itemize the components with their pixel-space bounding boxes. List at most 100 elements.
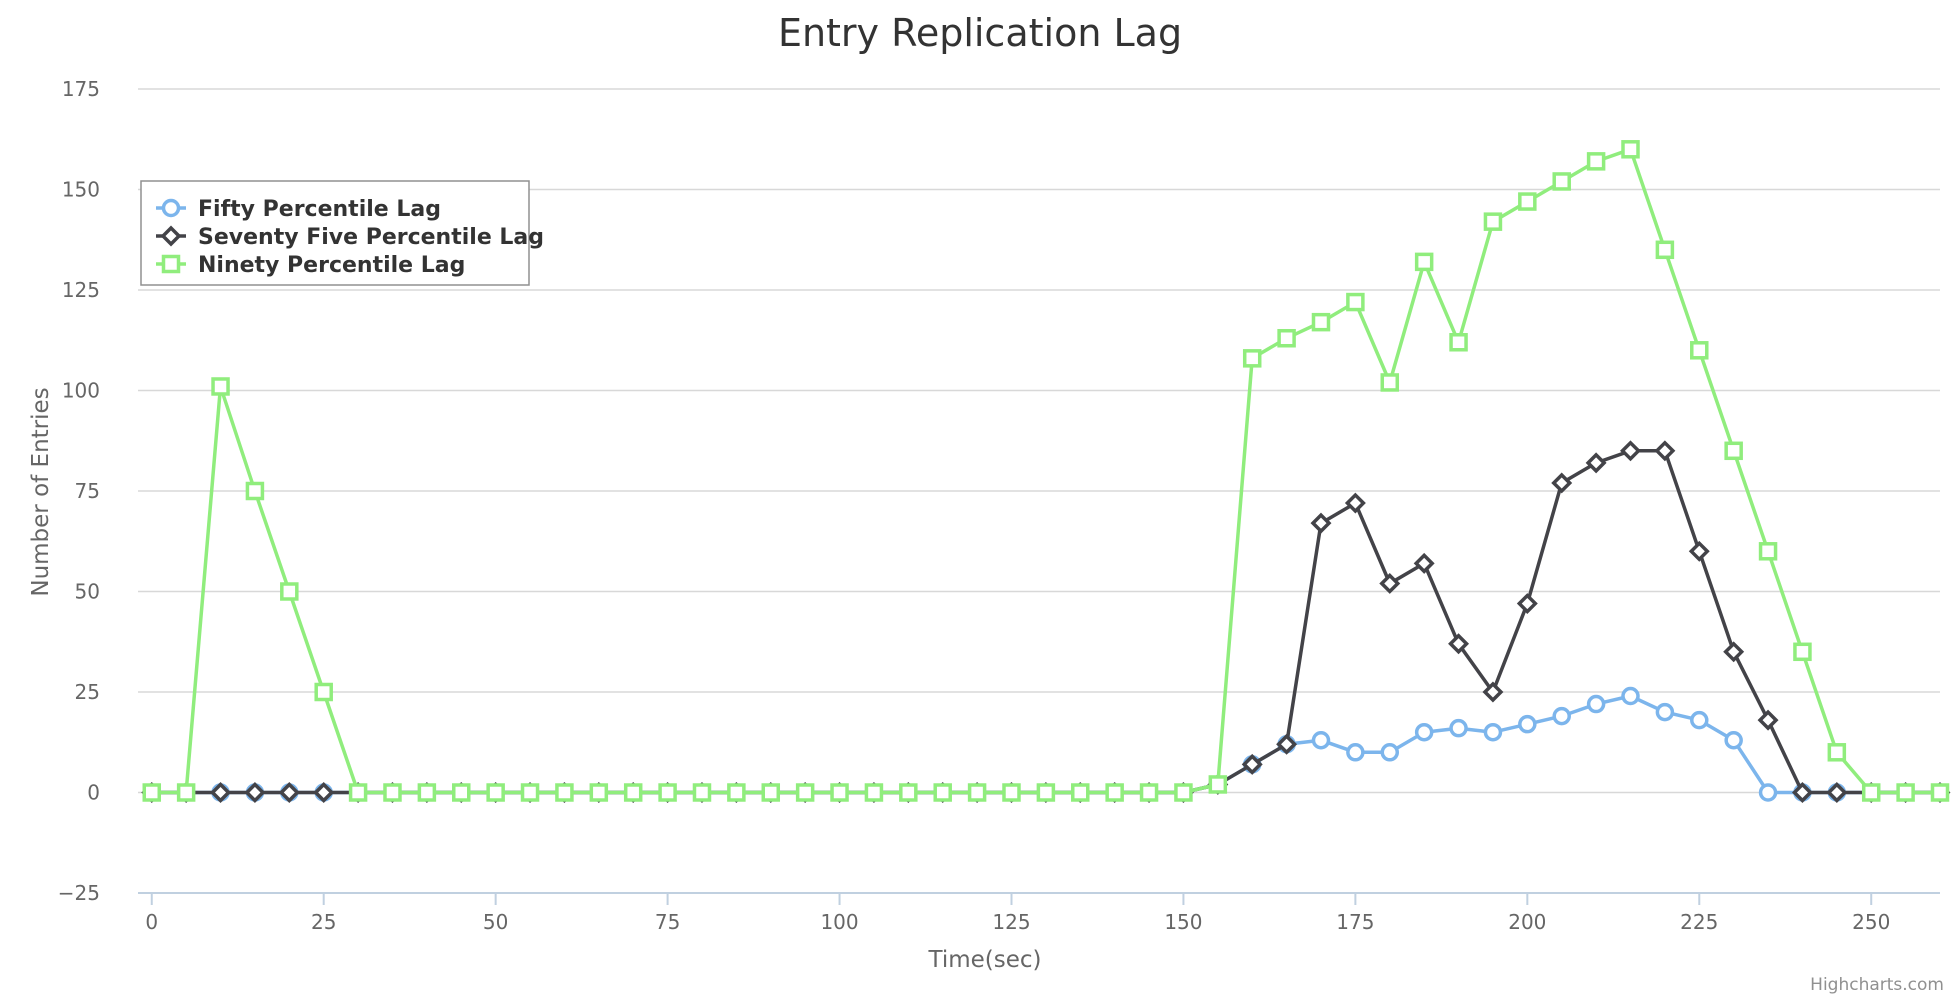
data-point-diamond[interactable] xyxy=(1276,733,1298,755)
data-point-legend-diamond[interactable] xyxy=(160,225,182,247)
data-point-square[interactable] xyxy=(692,783,712,802)
data-point-diamond[interactable] xyxy=(1482,681,1504,703)
data-point-square[interactable] xyxy=(1586,152,1606,171)
data-point-square[interactable] xyxy=(1483,212,1503,231)
data-point-square[interactable] xyxy=(1930,783,1950,802)
data-point-diamond[interactable] xyxy=(210,782,232,803)
data-point-diamond[interactable] xyxy=(1585,452,1607,474)
data-point-circle[interactable] xyxy=(1414,722,1434,742)
data-point-square[interactable] xyxy=(1655,240,1675,260)
data-point-square[interactable] xyxy=(1174,783,1193,802)
data-point-square[interactable] xyxy=(1827,743,1847,762)
data-point-square[interactable] xyxy=(1242,349,1262,368)
data-point-circle[interactable] xyxy=(1380,743,1400,762)
data-point-diamond[interactable] xyxy=(1516,593,1538,615)
data-point-square[interactable] xyxy=(1758,542,1778,561)
data-point-square[interactable] xyxy=(280,582,299,601)
data-point-square[interactable] xyxy=(1002,783,1021,802)
legend-item[interactable]: Seventy Five Percentile Lag xyxy=(156,225,544,250)
data-point-square[interactable] xyxy=(1449,333,1468,352)
data-point-square[interactable] xyxy=(211,377,230,396)
data-point-square[interactable] xyxy=(1105,783,1124,802)
data-point-diamond[interactable] xyxy=(1620,440,1641,462)
data-point-circle[interactable] xyxy=(1311,730,1331,750)
data-point-square[interactable] xyxy=(245,481,265,501)
data-point-diamond[interactable] xyxy=(278,782,300,803)
data-point-circle[interactable] xyxy=(1483,722,1503,742)
data-point-square[interactable] xyxy=(1793,642,1812,662)
data-point-diamond[interactable] xyxy=(1757,709,1779,731)
data-point-diamond[interactable] xyxy=(1448,633,1470,655)
legend-item[interactable]: Ninety Percentile Lag xyxy=(156,253,465,278)
data-point-square[interactable] xyxy=(452,783,471,802)
data-point-square[interactable] xyxy=(1036,783,1056,802)
data-point-square[interactable] xyxy=(1311,312,1331,332)
data-point-circle[interactable] xyxy=(1758,783,1778,802)
data-point-square[interactable] xyxy=(176,783,196,802)
data-point-square[interactable] xyxy=(1896,783,1915,802)
data-point-square[interactable] xyxy=(417,783,437,802)
data-point-square[interactable] xyxy=(142,783,162,802)
data-point-diamond[interactable] xyxy=(1379,572,1401,594)
data-point-diamond[interactable] xyxy=(1551,472,1573,494)
data-point-square[interactable] xyxy=(1552,172,1571,191)
data-point-circle[interactable] xyxy=(1690,710,1709,730)
data-point-circle[interactable] xyxy=(1586,694,1606,714)
data-point-diamond[interactable] xyxy=(1413,552,1435,574)
data-point-square[interactable] xyxy=(1621,140,1640,159)
data-point-square[interactable] xyxy=(761,783,781,802)
data-point-square[interactable] xyxy=(1346,292,1365,312)
data-point-circle[interactable] xyxy=(1621,686,1640,706)
data-point-square[interactable] xyxy=(899,783,918,802)
data-point-square[interactable] xyxy=(1071,783,1090,802)
data-point-square[interactable] xyxy=(1861,783,1881,802)
data-point-diamond[interactable] xyxy=(1241,753,1263,775)
data-point-diamond[interactable] xyxy=(1791,782,1813,803)
data-point-square[interactable] xyxy=(1139,783,1159,802)
data-point-square[interactable] xyxy=(1208,775,1228,794)
data-point-diamond[interactable] xyxy=(1688,540,1710,562)
data-point-square[interactable] xyxy=(348,783,368,802)
data-point-legend-circle[interactable] xyxy=(161,198,181,218)
data-point-square[interactable] xyxy=(486,783,505,802)
data-point-circle[interactable] xyxy=(1518,714,1537,734)
x-tick-label: 150 xyxy=(1164,910,1202,934)
legend-item[interactable]: Fifty Percentile Lag xyxy=(156,197,441,222)
data-point-diamond[interactable] xyxy=(1826,782,1848,803)
data-point-square[interactable] xyxy=(1277,328,1296,348)
data-point-diamond[interactable] xyxy=(1723,641,1745,663)
legend-label: Seventy Five Percentile Lag xyxy=(198,225,544,250)
data-point-square[interactable] xyxy=(933,783,952,802)
data-point-square[interactable] xyxy=(314,682,333,702)
data-point-square[interactable] xyxy=(795,783,815,802)
data-point-square[interactable] xyxy=(727,783,746,802)
data-point-circle[interactable] xyxy=(1449,718,1468,738)
data-point-circle[interactable] xyxy=(1552,706,1571,726)
data-point-diamond[interactable] xyxy=(244,782,266,803)
data-point-square[interactable] xyxy=(1414,252,1434,272)
data-point-legend-square[interactable] xyxy=(161,254,181,274)
data-point-square[interactable] xyxy=(1380,373,1400,392)
data-point-diamond[interactable] xyxy=(313,782,335,803)
data-point-square[interactable] xyxy=(1724,441,1743,461)
data-point-square[interactable] xyxy=(1690,341,1709,360)
data-point-square[interactable] xyxy=(1518,192,1537,211)
y-tick-label: 25 xyxy=(75,680,100,704)
data-point-square[interactable] xyxy=(623,783,643,802)
data-point-square[interactable] xyxy=(383,783,402,802)
data-point-diamond[interactable] xyxy=(1344,492,1366,514)
data-point-square[interactable] xyxy=(520,783,540,802)
data-point-circle[interactable] xyxy=(1346,743,1365,762)
data-point-square[interactable] xyxy=(589,783,609,802)
data-point-circle[interactable] xyxy=(1724,730,1743,750)
y-tick-label: 75 xyxy=(75,479,100,503)
data-point-diamond[interactable] xyxy=(1310,512,1332,534)
data-point-square[interactable] xyxy=(658,783,677,802)
data-point-square[interactable] xyxy=(967,783,987,802)
data-point-square[interactable] xyxy=(555,783,574,802)
data-point-square[interactable] xyxy=(830,783,849,802)
data-point-circle[interactable] xyxy=(1655,702,1675,722)
axes: −25 0 25 50 75 100 125 150 175 0 25 50 75 100 125 150 17… xyxy=(58,77,1940,934)
data-point-diamond[interactable] xyxy=(1654,440,1676,462)
data-point-square[interactable] xyxy=(864,783,884,802)
